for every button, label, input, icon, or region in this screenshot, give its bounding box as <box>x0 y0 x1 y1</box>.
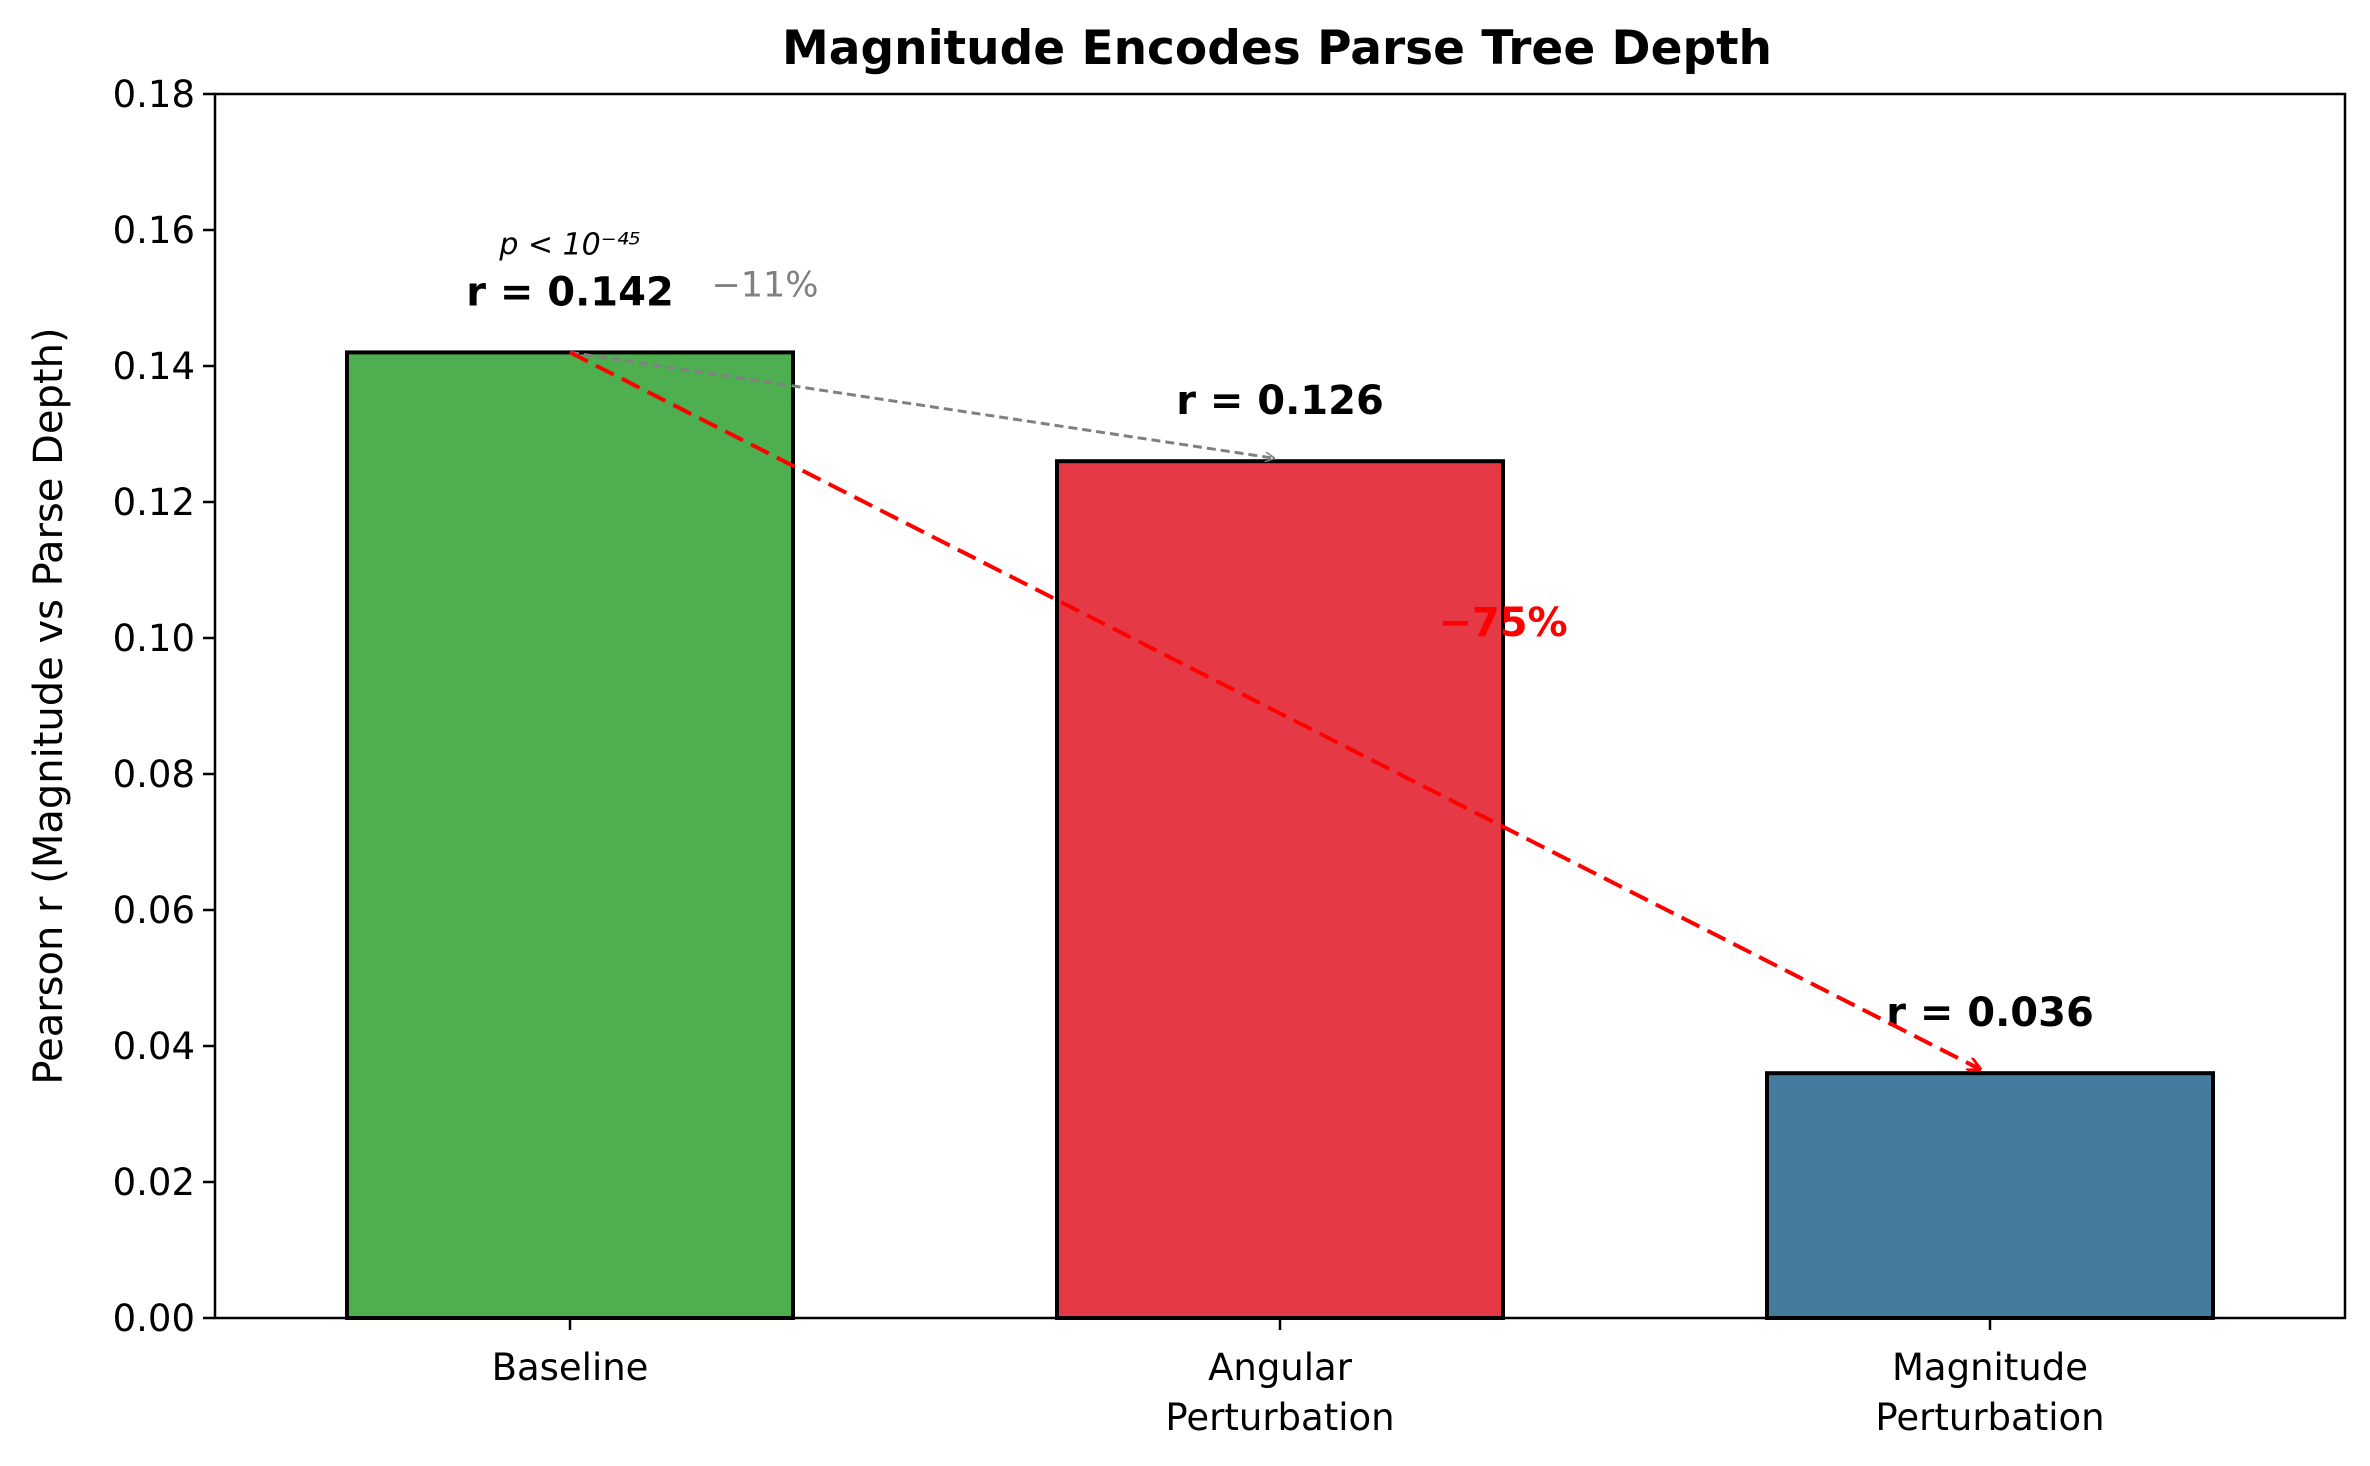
annotation-decrease-11: −11% <box>711 265 818 305</box>
x-tick-label-1-1: Perturbation <box>1165 1396 1394 1439</box>
bar-2 <box>1765 1071 2215 1320</box>
y-tick-label-9: 0.18 <box>113 73 195 116</box>
y-axis-label: Pearson r (Magnitude vs Parse Depth) <box>26 327 72 1084</box>
y-tick-label-6: 0.12 <box>113 481 195 524</box>
x-tick-label-2-1: Perturbation <box>1875 1396 2104 1439</box>
y-tick-label-1: 0.02 <box>113 1161 195 1204</box>
annotation-decrease-75: −75% <box>1438 600 1567 646</box>
bar-1 <box>1055 459 1505 1320</box>
value-label-1: r = 0.126 <box>1176 378 1384 424</box>
value-label-0: r = 0.142 <box>466 269 674 315</box>
y-tick-label-8: 0.16 <box>113 209 195 252</box>
arrow-decrease-75 <box>569 350 1980 1069</box>
significance-label: p < 10⁻⁴⁵ <box>498 227 640 262</box>
bar-0 <box>345 350 795 1320</box>
x-tick-label-0-0: Baseline <box>492 1346 649 1389</box>
x-tick-label-1-0: Angular <box>1208 1346 1353 1389</box>
value-label-2: r = 0.036 <box>1886 990 2094 1036</box>
y-tick-label-0: 0.00 <box>113 1297 195 1340</box>
y-tick-label-7: 0.14 <box>113 345 195 388</box>
arrow-decrease-11 <box>569 350 1274 458</box>
y-tick-label-5: 0.10 <box>113 617 195 660</box>
chart-title: Magnitude Encodes Parse Tree Depth <box>782 21 1772 76</box>
x-tick-label-2-0: Magnitude <box>1892 1346 2088 1389</box>
y-tick-label-3: 0.06 <box>113 889 195 932</box>
y-tick-label-4: 0.08 <box>113 753 195 796</box>
y-tick-label-2: 0.04 <box>113 1025 195 1068</box>
plot-area: 0.00 0.02 0.04 0.06 0.08 0.10 0.12 0.14 0.16 0.18… <box>113 73 2347 1439</box>
